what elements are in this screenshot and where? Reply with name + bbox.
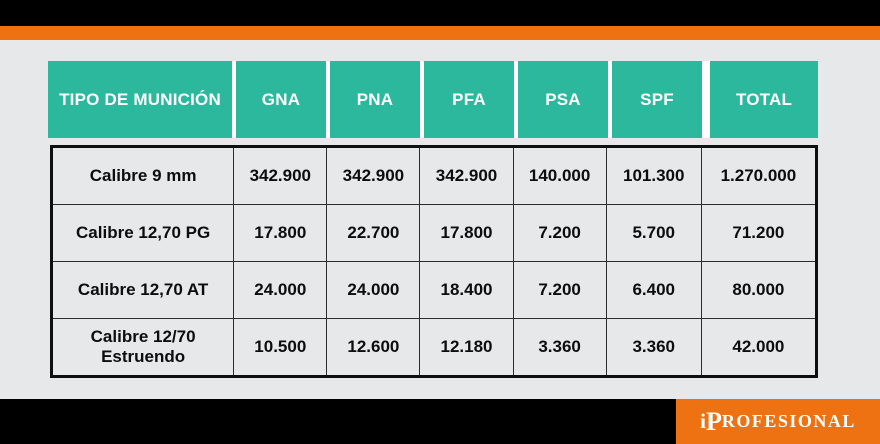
value-cell: 10.500 — [234, 319, 328, 375]
value-cell: 5.700 — [606, 205, 702, 262]
table-header-row: TIPO DE MUNICIÓN GNA PNA PFA PSA SPF TOTAL — [48, 61, 818, 138]
value-cell: 7.200 — [513, 262, 607, 319]
iprofesional-logo: i P ROFESIONAL — [676, 399, 880, 444]
value-cell: 1.270.000 — [701, 148, 815, 205]
header-cell-tipo-de-munici-n: TIPO DE MUNICIÓN — [48, 61, 232, 138]
value-cell: 3.360 — [514, 319, 607, 375]
logo-rest: ROFESIONAL — [721, 411, 856, 431]
top-orange-bar — [0, 26, 880, 40]
header-cell-psa: PSA — [518, 61, 608, 138]
row-label-cell: Calibre 12,70 AT — [53, 262, 235, 319]
logo-prefix: i — [700, 409, 706, 433]
value-cell: 342.900 — [327, 148, 421, 205]
value-cell: 140.000 — [513, 148, 607, 205]
bottom-black-bar: i P ROFESIONAL — [0, 399, 880, 444]
table-row: Calibre 12/70 Estruendo 10.500 12.600 12.18… — [53, 319, 815, 375]
header-cell-total: TOTAL — [710, 61, 818, 138]
value-cell: 24.000 — [327, 262, 421, 319]
row-label-cell: Calibre 12/70 Estruendo — [53, 319, 235, 375]
value-cell: 24.000 — [234, 262, 328, 319]
row-label-cell: Calibre 9 mm — [53, 148, 235, 205]
value-cell: 12.180 — [420, 319, 514, 375]
logo-cap: P — [705, 406, 722, 436]
top-black-bar — [0, 0, 880, 26]
header-cell-pna: PNA — [330, 61, 420, 138]
value-cell: 17.800 — [420, 205, 514, 262]
table-row: Calibre 12,70 AT 24.000 24.000 18.400 7.200 6… — [53, 262, 815, 319]
value-cell: 17.800 — [234, 205, 328, 262]
value-cell: 342.900 — [234, 148, 328, 205]
value-cell: 22.700 — [327, 205, 421, 262]
header-cell-pfa: PFA — [424, 61, 514, 138]
ammunition-table: Calibre 9 mm 342.900 342.900 342.900 140.000… — [50, 145, 818, 378]
table-row: Calibre 9 mm 342.900 342.900 342.900 140.000… — [53, 148, 815, 205]
value-cell: 71.200 — [701, 205, 815, 262]
value-cell: 342.900 — [420, 148, 514, 205]
value-cell: 42.000 — [732, 337, 785, 357]
value-cell: 12.600 — [327, 319, 421, 375]
header-cell-spf: SPF — [612, 61, 702, 138]
value-cell: 6.400 — [606, 262, 702, 319]
value-cell: 7.200 — [513, 205, 607, 262]
value-cell: 3.360 — [607, 319, 702, 375]
value-cell: 18.400 — [420, 262, 514, 319]
value-cell: 101.300 — [606, 148, 702, 205]
header-cell-gna: GNA — [236, 61, 326, 138]
row-label-cell: Calibre 12,70 PG — [53, 205, 235, 262]
table-row: Calibre 12,70 PG 17.800 22.700 17.800 7.200 5… — [53, 205, 815, 262]
value-cell: 80.000 — [701, 262, 815, 319]
